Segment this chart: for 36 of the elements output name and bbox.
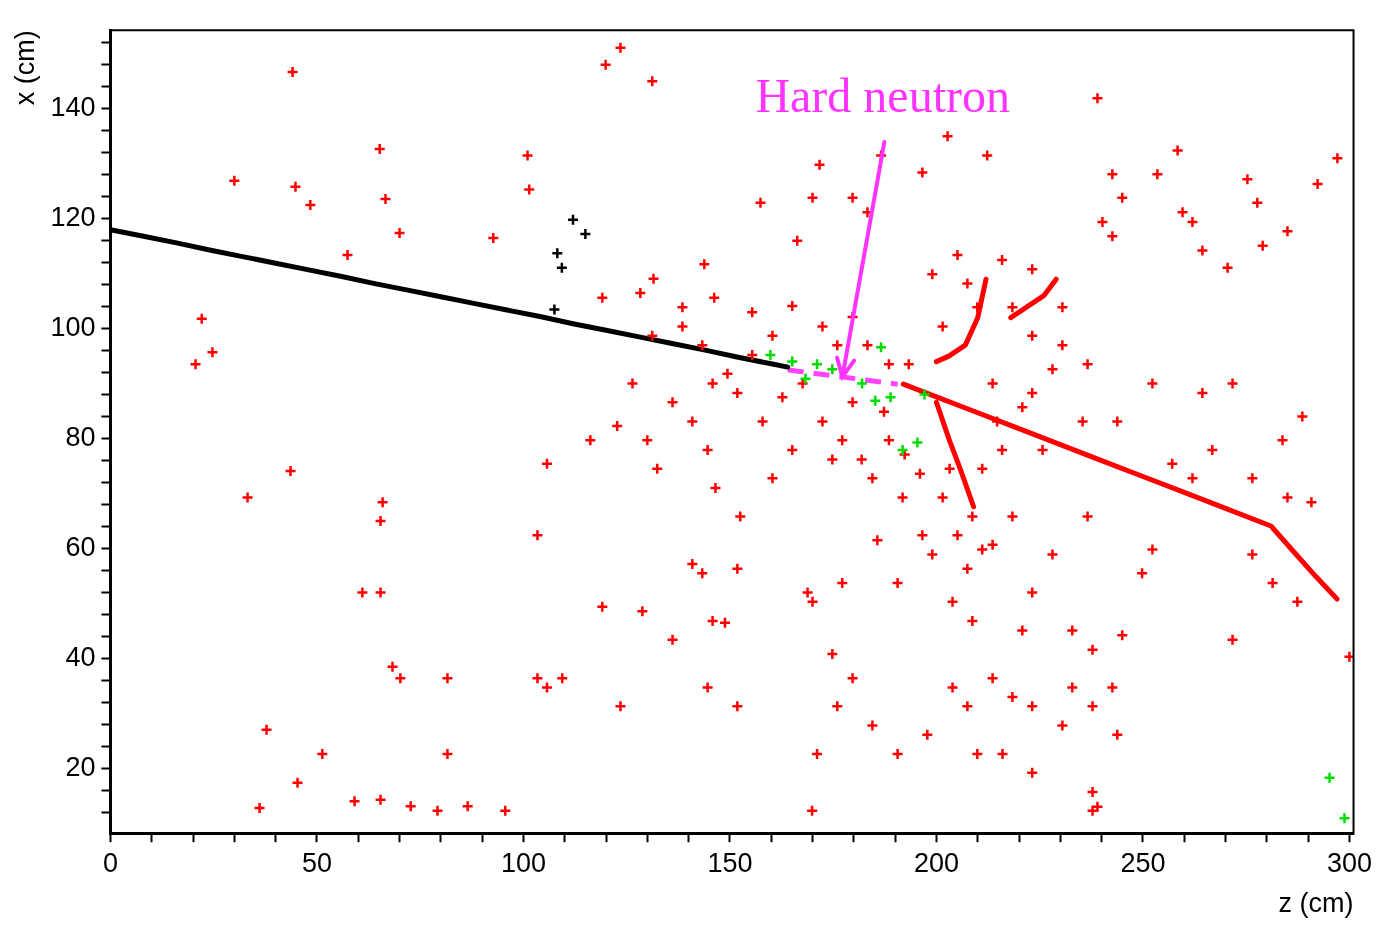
x-tick-label: 150 <box>707 847 753 878</box>
y-axis-title: x (cm) <box>9 30 40 106</box>
point <box>579 227 592 241</box>
point <box>826 363 839 376</box>
point <box>855 377 869 390</box>
point <box>810 358 824 371</box>
point <box>1323 771 1336 784</box>
point <box>869 394 882 407</box>
annotation: Hard neutron <box>755 69 1010 123</box>
point <box>918 388 931 401</box>
y-tick-label: 60 <box>65 531 96 562</box>
y-tick-label: 40 <box>65 641 96 672</box>
point <box>896 443 909 457</box>
point <box>786 355 799 368</box>
point <box>555 261 569 274</box>
point <box>566 213 580 227</box>
y-tick-label: 120 <box>50 202 96 233</box>
point <box>551 247 564 260</box>
point <box>874 341 888 354</box>
point <box>1338 812 1351 825</box>
x-axis-title: z (cm) <box>1278 888 1354 919</box>
x-tick-label: 200 <box>913 847 959 878</box>
y-tick-label: 100 <box>50 312 96 343</box>
x-tick-label: 250 <box>1120 847 1166 878</box>
y-tick-label: 80 <box>65 422 96 453</box>
point <box>764 348 777 362</box>
y-tick-label: 20 <box>65 751 96 782</box>
point <box>799 372 812 385</box>
point <box>548 303 561 316</box>
x-tick-label: 300 <box>1326 847 1372 878</box>
x-tick-label: 100 <box>500 847 546 878</box>
point <box>884 391 897 404</box>
x-tick-label: 0 <box>102 847 118 878</box>
point <box>911 436 924 449</box>
x-tick-label: 50 <box>301 847 332 878</box>
y-tick-label: 140 <box>50 92 96 123</box>
